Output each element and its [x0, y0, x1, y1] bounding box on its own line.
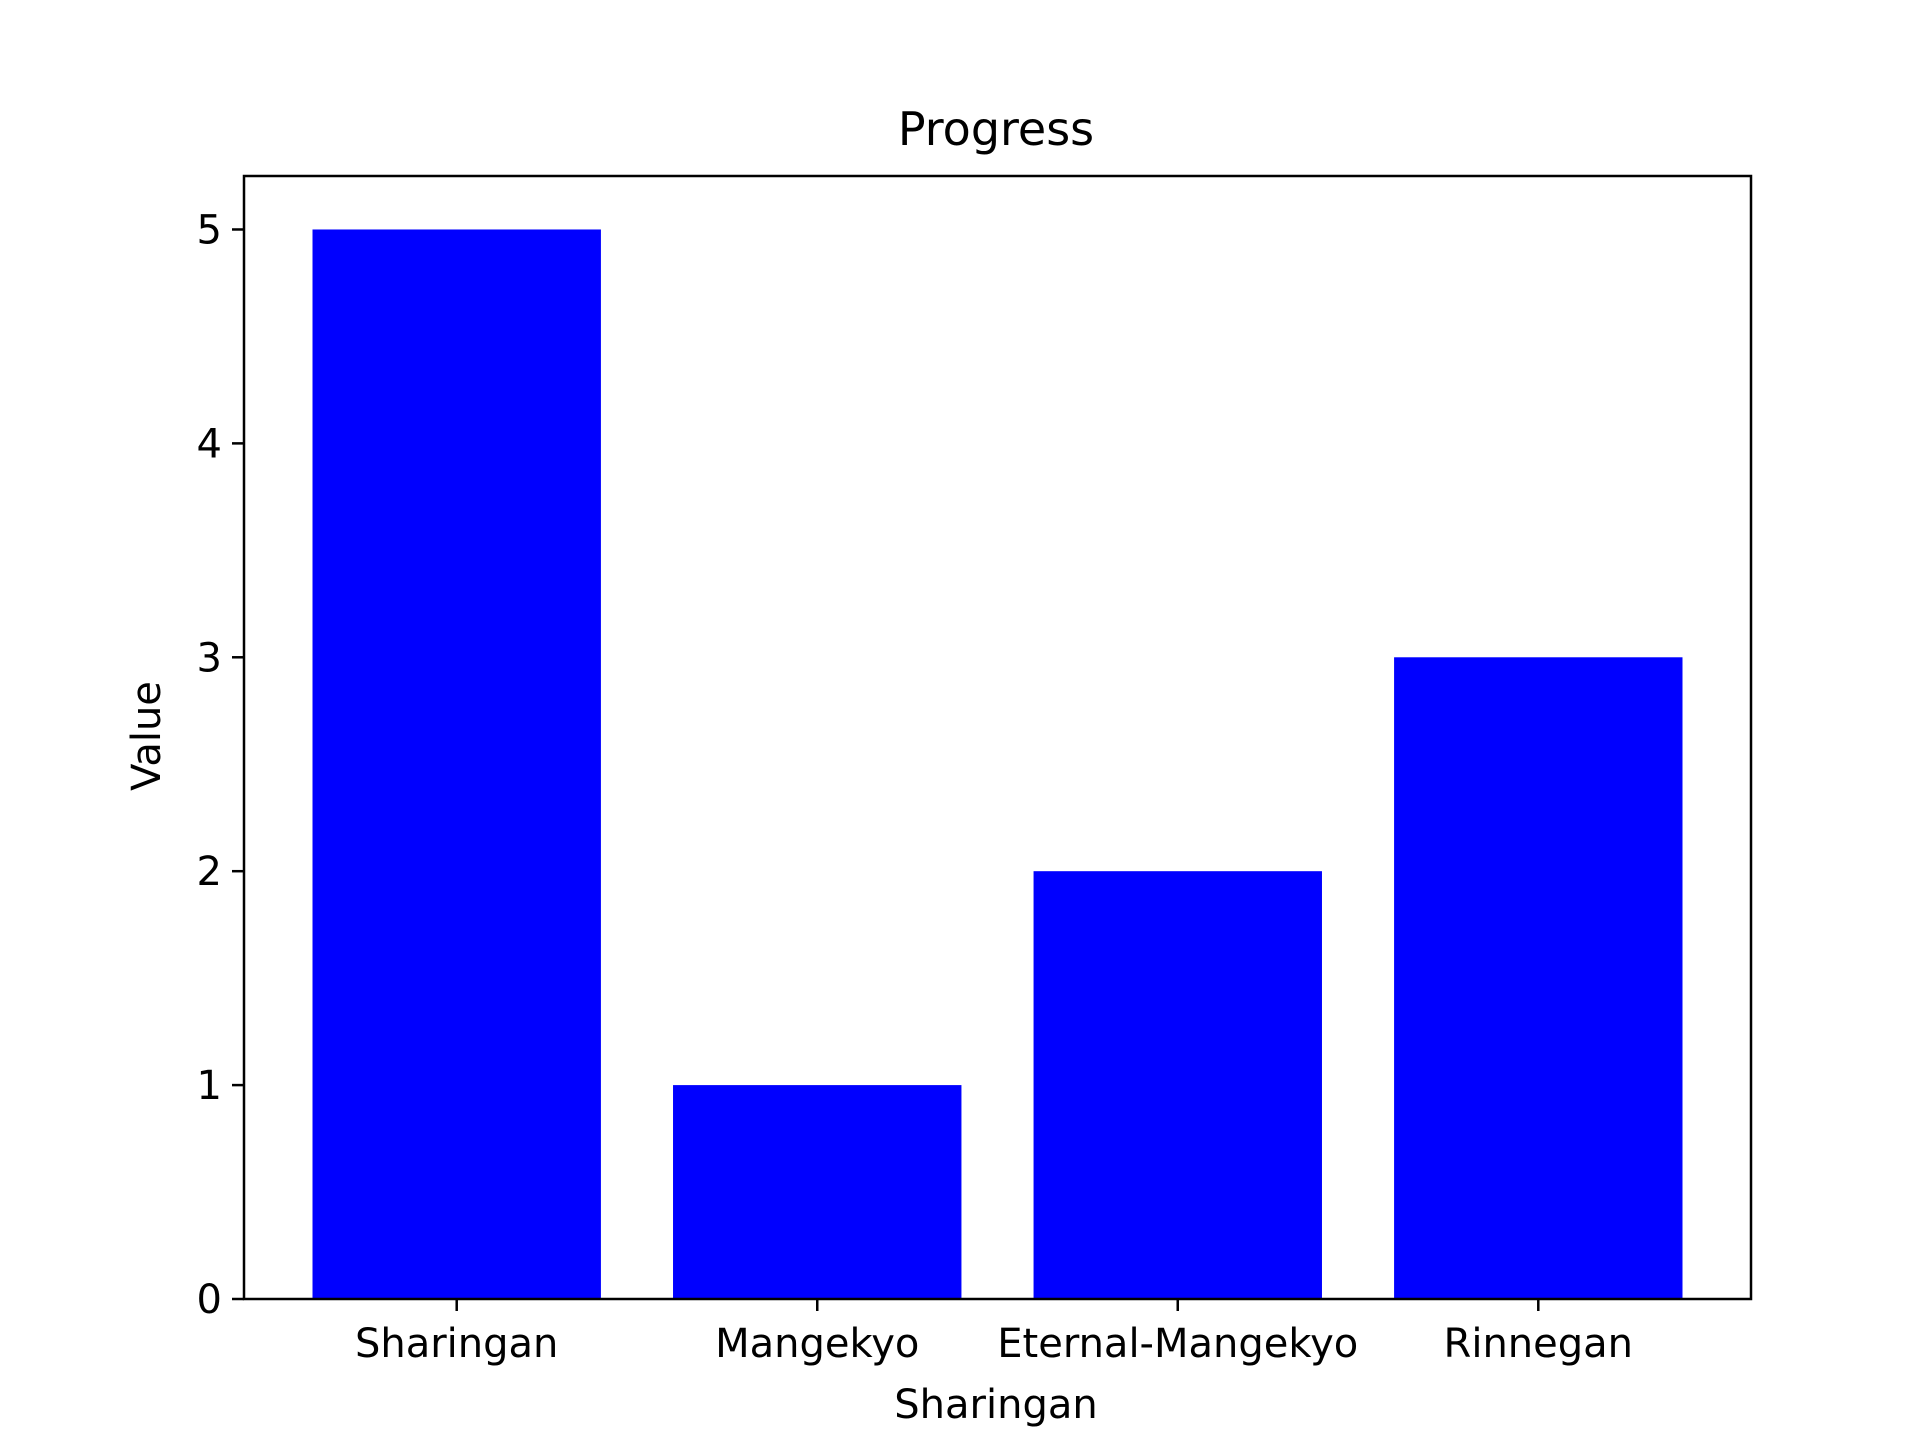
plot-frame [242, 174, 1753, 1301]
x-axis-label: Sharingan [894, 1382, 1097, 1428]
y-axis-label: Value [124, 681, 170, 791]
y-tick-label: 3 [197, 635, 222, 681]
x-tick-label: Eternal-Mangekyo [997, 1321, 1358, 1367]
chart-title: Progress [898, 102, 1094, 156]
x-tick-label: Mangekyo [715, 1321, 919, 1367]
bars-layer [312, 229, 1683, 1299]
bar-mangekyo [673, 1085, 962, 1299]
y-tick-label: 5 [197, 207, 222, 253]
y-tick-label: 0 [197, 1277, 222, 1323]
y-tick-label: 1 [197, 1063, 222, 1109]
bar-sharingan [312, 229, 601, 1299]
x-tick-label: Sharingan [355, 1321, 558, 1367]
axes-layer: 0 1 2 3 4 5 Sharingan Mangekyo Eternal-Mangekyo R… [197, 174, 1753, 1367]
bar-eternal-mangekyo [1033, 871, 1322, 1299]
y-tick-label: 2 [197, 849, 222, 895]
bar-rinnegan [1394, 657, 1683, 1299]
x-tick-label: Rinnegan [1444, 1321, 1633, 1367]
y-tick-label: 4 [197, 421, 222, 467]
